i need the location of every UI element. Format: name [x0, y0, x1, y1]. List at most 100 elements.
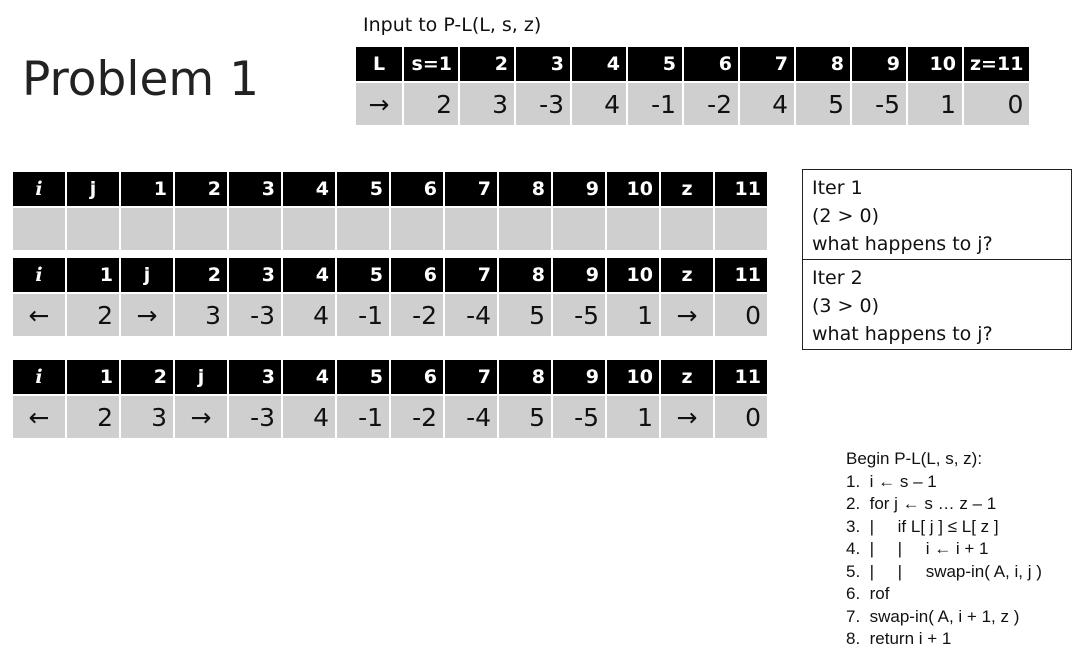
step1-value-cell [173, 206, 229, 252]
step1-value-cell [389, 206, 445, 252]
input-header-cell: 6 [682, 45, 740, 83]
step3-value-cell: -1 [335, 394, 391, 440]
step3-value-row: ← 2 3 → -3 4 -1 -2 -4 5 -5 1 → 0 [11, 394, 769, 440]
step1-header-cell: 5 [335, 170, 391, 208]
step2-value-cell: 3 [173, 292, 229, 338]
step2-value-cell: -1 [335, 292, 391, 338]
step2-header-cell: 11 [713, 256, 769, 294]
step3-array-table: i 1 2 j 3 4 5 6 7 8 9 10 z 11 ← 2 3 → -3 4 -1 -2 -4 5 -5 1 → 0 [11, 358, 769, 440]
step1-value-cell [281, 206, 337, 252]
iter-1-question: what happens to j? [812, 233, 993, 255]
input-value-cell: 4 [738, 81, 796, 127]
iter-2-title: Iter 2 [812, 267, 863, 289]
step1-value-cell [497, 206, 553, 252]
step1-value-cell [713, 206, 769, 252]
step3-value-cell: 1 [605, 394, 661, 440]
step1-header-cell: 9 [551, 170, 607, 208]
step1-header-cell: 6 [389, 170, 445, 208]
input-value-cell: -5 [850, 81, 908, 127]
step1-header-cell: 2 [173, 170, 229, 208]
step2-value-cell: 2 [65, 292, 121, 338]
step2-value-cell: -2 [389, 292, 445, 338]
step1-header-cell: 3 [227, 170, 283, 208]
input-header-cell: 8 [794, 45, 852, 83]
pseudocode-line: 2. for j ← s … z – 1 [846, 494, 997, 513]
step2-value-cell: -5 [551, 292, 607, 338]
pseudocode-line: 4. | | i ← i + 1 [846, 539, 989, 558]
step1-value-cell [227, 206, 283, 252]
input-value-cell: 1 [906, 81, 964, 127]
step2-header-cell: 8 [497, 256, 553, 294]
step3-value-cell: 5 [497, 394, 553, 440]
iter-1-box: Iter 1 (2 > 0) what happens to j? [802, 169, 1072, 260]
input-value-cell: -1 [626, 81, 684, 127]
step1-header-cell: 10 [605, 170, 661, 208]
step3-header-cell: 11 [713, 358, 769, 396]
pseudocode-header: Begin P-L(L, s, z): [846, 449, 983, 468]
iter-1-title: Iter 1 [812, 177, 863, 199]
step2-header-cell: j [119, 256, 175, 294]
step2-value-cell: 0 [713, 292, 769, 338]
step1-header-cell: 4 [281, 170, 337, 208]
step1-value-cell [11, 206, 67, 252]
step2-array-table: i 1 j 2 3 4 5 6 7 8 9 10 z 11 ← 2 → 3 -3 4 -1 -2 -4 5 -5 1 → 0 [11, 256, 769, 338]
step2-header-cell: 2 [173, 256, 229, 294]
input-value-cell: -3 [514, 81, 572, 127]
step3-header-cell: j [173, 358, 229, 396]
step3-header-cell: 6 [389, 358, 445, 396]
input-header-cell: 9 [850, 45, 908, 83]
iter-2-box: Iter 2 (3 > 0) what happens to j? [802, 259, 1072, 350]
step2-value-cell: → [119, 292, 175, 338]
pseudocode-block: Begin P-L(L, s, z): 1. i ← s – 1 2. for … [846, 448, 1042, 651]
page-title: Problem 1 [22, 52, 259, 107]
step1-header-cell: 8 [497, 170, 553, 208]
step2-header-cell: 1 [65, 256, 121, 294]
input-value-cell: → [354, 81, 404, 127]
step3-value-cell: -4 [443, 394, 499, 440]
pseudocode-line: 8. return i + 1 [846, 629, 952, 648]
step3-value-cell: -3 [227, 394, 283, 440]
step1-header-cell: i [11, 170, 67, 208]
step2-value-cell: -4 [443, 292, 499, 338]
input-header-cell: 2 [458, 45, 516, 83]
step1-value-cell [551, 206, 607, 252]
step1-value-cell [659, 206, 715, 252]
step3-header-cell: 8 [497, 358, 553, 396]
step3-header-cell: z [659, 358, 715, 396]
iter-2-question: what happens to j? [812, 323, 993, 345]
step2-header-cell: 6 [389, 256, 445, 294]
pseudocode-line: 6. rof [846, 584, 890, 603]
step3-value-cell: -5 [551, 394, 607, 440]
step3-header-cell: 2 [119, 358, 175, 396]
pseudocode-line: 5. | | swap-in( A, i, j ) [846, 561, 1042, 581]
step3-header-cell: 5 [335, 358, 391, 396]
input-header-cell: L [354, 45, 404, 83]
step1-value-cell [605, 206, 661, 252]
step1-value-cell [335, 206, 391, 252]
step1-header-row: i j 1 2 3 4 5 6 7 8 9 10 z 11 [11, 170, 769, 208]
step3-header-cell: 1 [65, 358, 121, 396]
step1-header-cell: 1 [119, 170, 175, 208]
step2-header-cell: 5 [335, 256, 391, 294]
step2-header-cell: 10 [605, 256, 661, 294]
input-header-cell: 10 [906, 45, 964, 83]
step3-value-cell: → [173, 394, 229, 440]
input-header-cell: 3 [514, 45, 572, 83]
input-header-cell: z=11 [961, 45, 1032, 83]
input-value-cell: 3 [458, 81, 516, 127]
iter-1-condition: (2 > 0) [812, 205, 880, 227]
step2-header-cell: 7 [443, 256, 499, 294]
step1-header-cell: z [659, 170, 715, 208]
step3-header-cell: 4 [281, 358, 337, 396]
step2-value-row: ← 2 → 3 -3 4 -1 -2 -4 5 -5 1 → 0 [11, 292, 769, 338]
input-value-cell: 4 [570, 81, 628, 127]
step2-value-cell: -3 [227, 292, 283, 338]
step2-header-cell: 4 [281, 256, 337, 294]
step3-value-cell: → [659, 394, 715, 440]
step1-header-cell: 11 [713, 170, 769, 208]
step2-value-cell: → [659, 292, 715, 338]
step1-value-row [11, 206, 769, 252]
step3-header-cell: i [11, 358, 67, 396]
